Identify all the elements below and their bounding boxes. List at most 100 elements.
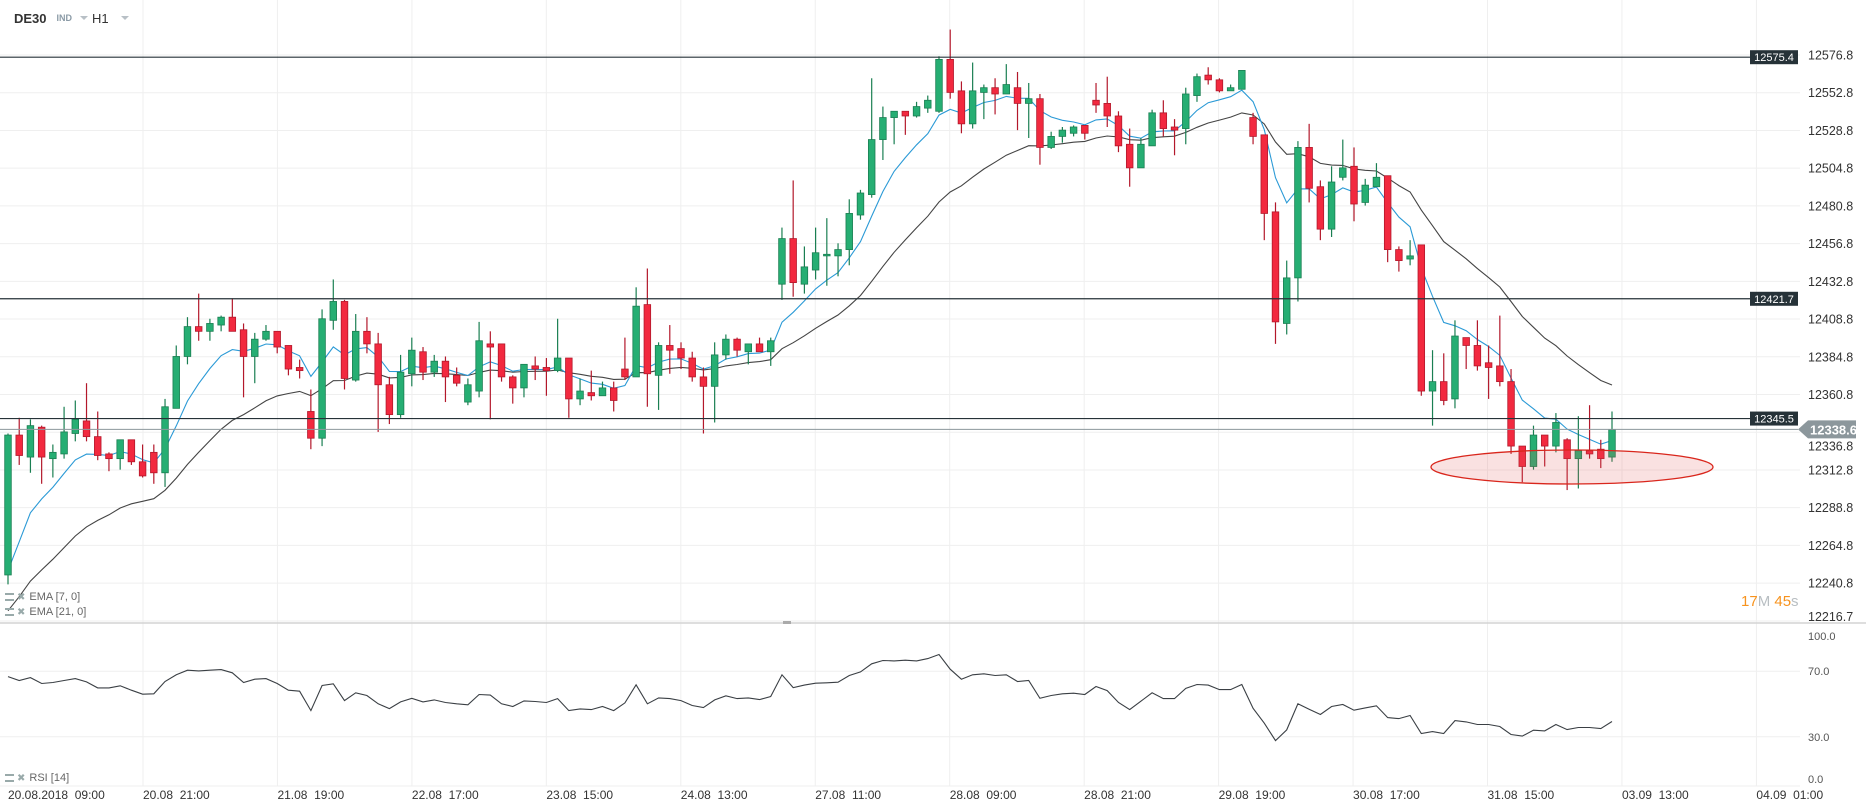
current-price-label: 12338.6 xyxy=(1810,422,1857,437)
candle-bearish xyxy=(452,367,461,387)
candle-bearish xyxy=(587,370,595,401)
candle-bearish xyxy=(82,383,91,442)
price-tick-label: 12528.8 xyxy=(1808,124,1853,138)
candle-body xyxy=(1350,165,1358,205)
candle-body xyxy=(194,326,203,332)
candle-bullish xyxy=(867,78,876,198)
candle-body xyxy=(1092,99,1100,106)
price-tick-label: 12552.8 xyxy=(1808,86,1853,100)
candle-bearish xyxy=(385,376,394,425)
instrument-type: IND xyxy=(56,13,73,23)
settings-icon[interactable] xyxy=(5,774,14,782)
candle-body xyxy=(823,253,831,257)
close-icon[interactable]: ✖ xyxy=(17,591,26,603)
instrument-selector[interactable]: DE30 IND xyxy=(14,8,89,28)
candle-body xyxy=(722,338,730,356)
candle-body xyxy=(1125,143,1134,169)
candle-body xyxy=(396,371,405,416)
candle-bearish xyxy=(1350,147,1358,222)
candle-bullish xyxy=(1327,166,1336,238)
candle-bullish xyxy=(1182,87,1190,145)
candle-body xyxy=(1170,126,1179,131)
candle-body xyxy=(576,390,584,400)
candle-bearish xyxy=(789,180,797,297)
candle-bearish xyxy=(419,347,427,381)
time-tick-label: 24.08 13:00 xyxy=(681,788,748,802)
candle-bearish xyxy=(991,78,999,115)
legend-ema7-label: EMA [7, 0] xyxy=(29,591,81,603)
candle-bullish xyxy=(4,433,12,585)
level-price-label: 12345.5 xyxy=(1754,414,1794,426)
candle-body xyxy=(352,330,360,381)
candle-body xyxy=(464,384,472,403)
candle-bullish xyxy=(1372,163,1381,188)
candle-bearish xyxy=(1473,320,1482,371)
candle-bullish xyxy=(26,419,35,473)
axes: 12576.8 12552.8 12528.8 12504.8 12480.8 12456… xyxy=(0,49,1866,802)
chevron-down-icon[interactable] xyxy=(120,16,129,20)
candle-bullish xyxy=(318,309,326,447)
timeframe-selector[interactable]: H1 xyxy=(92,8,129,28)
candle-body xyxy=(1585,450,1594,455)
price-tick-label: 12216.7 xyxy=(1808,610,1853,624)
legend-rsi[interactable]: ✖ RSI [14] xyxy=(5,772,69,784)
chevron-down-icon[interactable] xyxy=(80,16,89,20)
candle-bearish xyxy=(239,323,248,398)
legend-ema7[interactable]: ✖ EMA [7, 0] xyxy=(5,591,80,603)
candle-body xyxy=(363,330,371,345)
candle-bearish xyxy=(531,356,539,381)
candle-body xyxy=(901,110,910,117)
support-zone-annotation[interactable] xyxy=(1430,449,1714,485)
candle-body xyxy=(1316,186,1325,230)
candle-bearish xyxy=(273,330,281,354)
candle-body xyxy=(946,59,954,93)
level-price-tag xyxy=(1750,411,1798,426)
candle-bullish xyxy=(1451,320,1459,409)
horizontal-levels[interactable]: 12575.4 12421.7 12345.5 12338.6 xyxy=(0,50,1857,439)
candle-bullish xyxy=(1339,139,1347,181)
candle-bullish xyxy=(49,444,57,478)
candle-body xyxy=(295,367,304,372)
candle-bearish xyxy=(1170,119,1179,156)
candle-bullish xyxy=(800,246,809,294)
close-icon[interactable]: ✖ xyxy=(17,606,26,618)
candle-body xyxy=(778,238,786,285)
time-tick-label: 28.08 09:00 xyxy=(950,788,1017,802)
candle-bearish xyxy=(1125,128,1134,187)
candle-body xyxy=(1383,175,1392,250)
candle-body xyxy=(385,384,394,416)
candle-body xyxy=(1484,362,1493,368)
candle-bearish xyxy=(1563,438,1571,491)
candle-body xyxy=(1159,112,1168,129)
settings-icon[interactable] xyxy=(5,608,14,616)
candle-body xyxy=(845,213,853,250)
candle-bearish xyxy=(363,317,371,354)
candle-bullish xyxy=(464,378,472,406)
candle-body xyxy=(1013,87,1022,104)
candle-bullish xyxy=(553,318,562,373)
candle-bullish xyxy=(1294,141,1302,302)
candle-body xyxy=(1518,445,1526,467)
candle-bearish xyxy=(1440,353,1448,406)
candle-body xyxy=(183,326,192,357)
candle-bearish xyxy=(1103,76,1111,127)
legend-ema21[interactable]: ✖ EMA [21, 0] xyxy=(5,606,86,618)
candle-bearish xyxy=(755,337,764,353)
candle-body xyxy=(1406,255,1414,260)
candle-bullish xyxy=(206,318,214,341)
candle-bullish xyxy=(251,332,259,384)
candle-bullish xyxy=(576,378,584,406)
candle-bearish xyxy=(666,325,674,374)
candle-body xyxy=(116,439,124,460)
candle-bullish xyxy=(968,62,977,129)
candle-body xyxy=(71,418,80,434)
candle-bullish xyxy=(1552,413,1560,453)
candle-body xyxy=(1339,167,1347,178)
candle-bullish xyxy=(1428,350,1437,426)
candle-body xyxy=(1238,70,1246,90)
candle-body xyxy=(1361,184,1369,203)
close-icon[interactable]: ✖ xyxy=(17,772,26,784)
candle-body xyxy=(789,238,797,283)
settings-icon[interactable] xyxy=(5,593,14,601)
